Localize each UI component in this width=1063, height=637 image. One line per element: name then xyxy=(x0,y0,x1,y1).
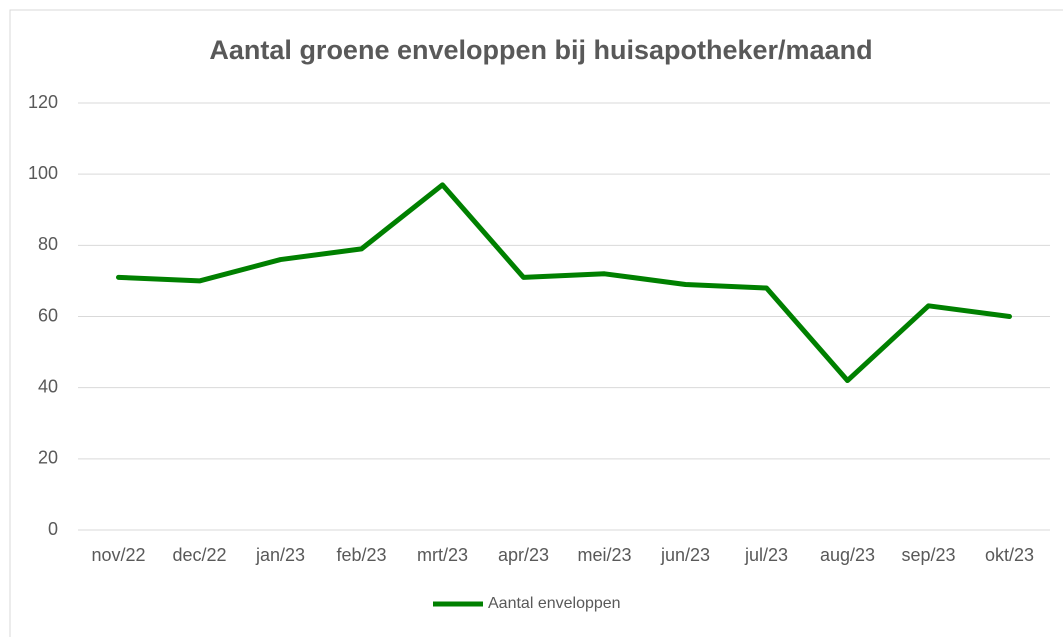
y-tick-label: 20 xyxy=(38,448,58,468)
y-tick-label: 0 xyxy=(48,519,58,539)
y-tick-label: 60 xyxy=(38,305,58,325)
chart-border xyxy=(9,9,1063,637)
legend-label: Aantal enveloppen xyxy=(488,595,621,612)
x-tick-label: dec/22 xyxy=(172,545,226,565)
y-tick-label: 40 xyxy=(38,376,58,396)
y-tick-label: 100 xyxy=(28,163,58,183)
y-tick-label: 120 xyxy=(28,92,58,112)
x-tick-label: mrt/23 xyxy=(417,545,468,565)
data-line xyxy=(116,182,1012,384)
x-tick-label: aug/23 xyxy=(820,545,875,565)
x-tick-label: okt/23 xyxy=(985,545,1034,565)
x-tick-label: jan/23 xyxy=(255,545,305,565)
x-tick-label: feb/23 xyxy=(336,545,386,565)
x-tick-label: apr/23 xyxy=(498,545,549,565)
x-tick-label: jul/23 xyxy=(744,545,788,565)
x-tick-label: sep/23 xyxy=(901,545,955,565)
x-tick-label: jun/23 xyxy=(660,545,710,565)
y-tick-label: 80 xyxy=(38,234,58,254)
x-tick-label: mei/23 xyxy=(577,545,631,565)
x-tick-label: nov/22 xyxy=(91,545,145,565)
chart-title: Aantal groene enveloppen bij huisapothek… xyxy=(209,35,872,65)
